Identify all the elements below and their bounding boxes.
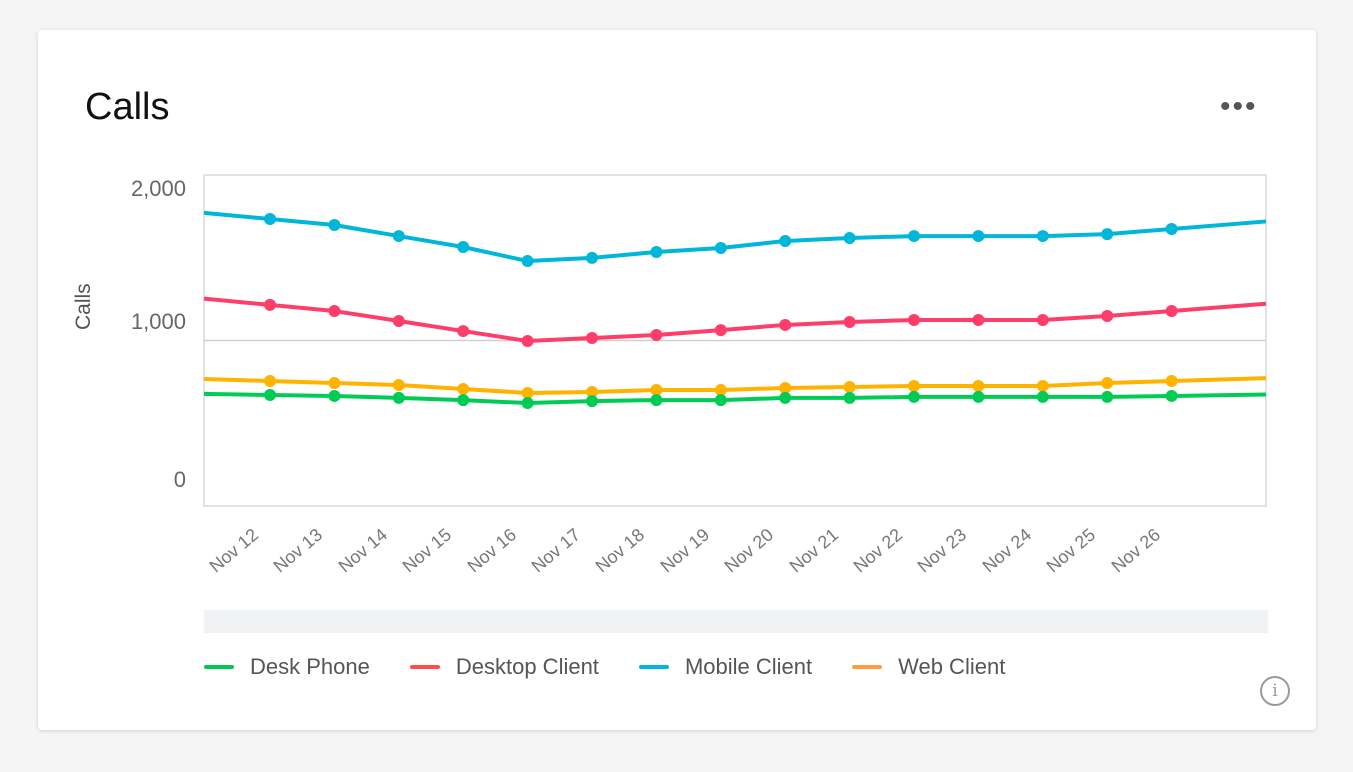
legend-label: Desktop Client [455,654,599,679]
data-point-desktop-client [457,325,470,338]
data-point-mobile-client [972,230,985,243]
data-point-desk-phone [650,394,663,407]
data-point-mobile-client [908,230,920,243]
data-point-web-client [586,385,598,398]
data-point-web-client [972,380,985,393]
data-point-mobile-client [586,251,598,264]
legend-item-web-client[interactable]: Web Client [852,654,1005,680]
data-point-desktop-client [908,313,920,326]
data-point-mobile-client [392,230,405,243]
data-point-mobile-client [1036,230,1049,243]
legend-label: Mobile Client [684,654,813,679]
chart-scrollbar[interactable] [204,610,1268,633]
data-point-mobile-client [1165,222,1178,235]
legend-item-desktop-client[interactable]: Desktop Client [409,654,599,680]
data-point-desktop-client [779,318,792,331]
y-tick-label: 1,000 [130,309,186,334]
data-point-web-client [843,381,856,394]
data-point-web-client [521,386,534,399]
data-point-web-client [1101,377,1114,390]
data-point-desk-phone [1101,390,1114,403]
data-point-desktop-client [328,305,341,318]
legend-item-desk-phone[interactable]: Desk Phone [204,654,370,680]
legend-label: Desk Phone [250,654,370,679]
data-point-web-client [392,379,405,392]
data-point-desk-phone [392,391,405,404]
legend-swatch [409,665,440,669]
y-tick-label: 2,000 [130,176,186,201]
data-point-web-client [779,381,792,394]
data-point-desk-phone [843,391,856,404]
data-point-desk-phone [908,390,920,403]
data-point-desk-phone [714,394,727,407]
legend-label: Web Client [898,654,1006,679]
data-point-web-client [1036,380,1049,393]
card-title: Calls [85,86,170,128]
data-point-desktop-client [843,315,856,328]
data-point-desktop-client [650,329,663,342]
data-point-mobile-client [650,245,663,258]
more-horizontal-icon[interactable]: ••• [1220,90,1258,123]
data-point-desk-phone [328,389,341,402]
data-point-desktop-client [264,298,276,311]
data-point-desk-phone [972,390,985,403]
data-point-mobile-client [843,232,856,245]
data-point-web-client [264,375,276,388]
data-point-web-client [714,383,727,396]
data-point-web-client [457,382,470,395]
data-point-mobile-client [264,213,276,226]
legend: Desk Phone Desktop Client Mobile Client … [204,654,1045,680]
data-point-web-client [1165,375,1178,388]
data-point-desktop-client [392,314,405,327]
legend-swatch [204,665,234,669]
data-point-desktop-client [586,332,598,345]
data-point-desk-phone [264,388,276,401]
data-point-desk-phone [586,395,598,408]
data-point-desk-phone [457,394,470,407]
data-point-desk-phone [1165,389,1178,402]
data-point-desktop-client [521,334,534,347]
data-point-desk-phone [521,397,534,410]
data-point-mobile-client [521,255,534,268]
data-point-mobile-client [1101,228,1114,241]
y-axis-title: Calls [72,283,95,330]
legend-swatch [852,665,883,669]
data-point-mobile-client [457,240,470,253]
data-point-mobile-client [328,218,341,231]
data-point-desktop-client [1101,310,1114,323]
data-point-mobile-client [714,241,727,254]
y-tick-label: 0 [173,467,186,492]
data-point-web-client [650,383,663,396]
data-point-desktop-client [1165,305,1178,318]
data-point-desktop-client [714,324,727,337]
data-point-web-client [328,377,341,390]
data-point-mobile-client [779,235,792,248]
data-point-web-client [908,380,920,393]
data-point-desk-phone [1036,390,1049,403]
legend-item-mobile-client[interactable]: Mobile Client [638,654,813,680]
info-icon[interactable]: i [1260,676,1290,706]
data-point-desk-phone [779,391,792,404]
data-point-desktop-client [972,313,985,326]
data-point-desktop-client [1036,313,1049,326]
legend-swatch [638,665,669,669]
